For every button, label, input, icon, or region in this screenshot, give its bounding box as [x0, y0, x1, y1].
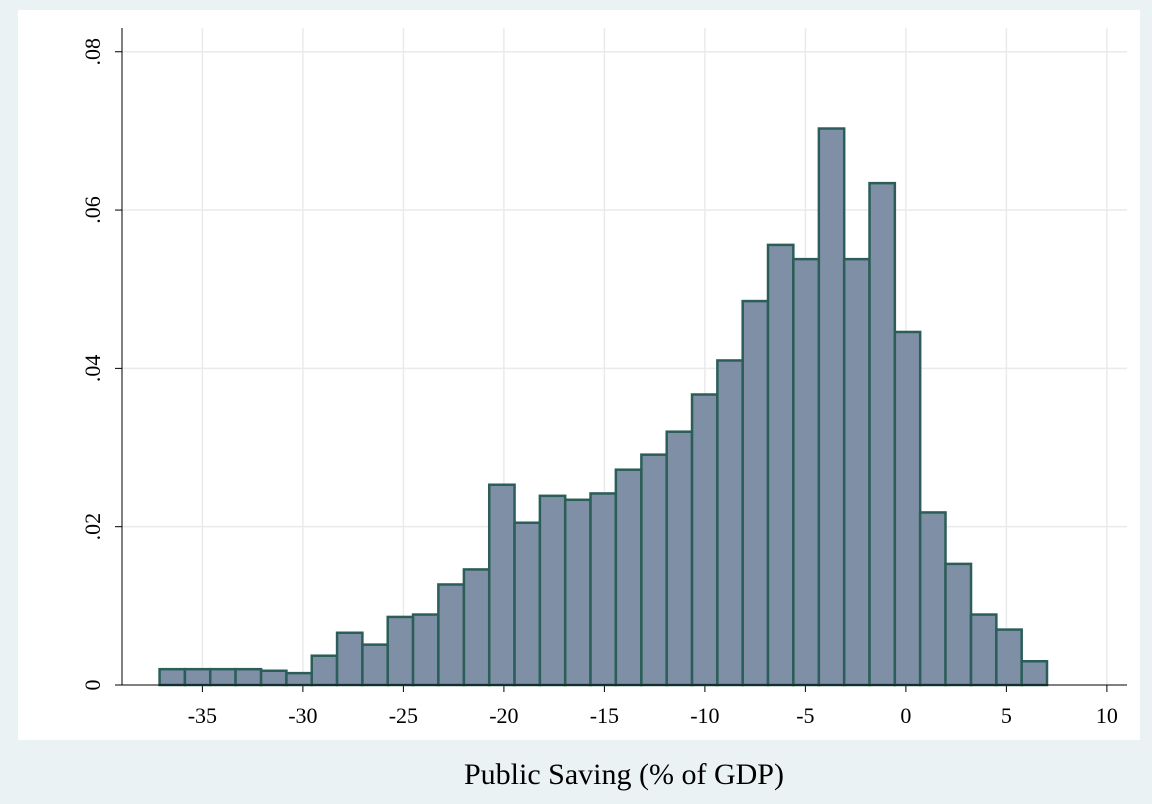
bar: [766, 243, 795, 687]
bar: [842, 257, 871, 687]
bar: [462, 568, 491, 687]
bar: [361, 643, 389, 687]
y-tick-label: .06: [80, 196, 105, 224]
x-axis-title: Public Saving (% of GDP): [464, 758, 784, 791]
x-tick-label: -15: [590, 703, 619, 728]
x-tick-label: -5: [796, 703, 814, 728]
bar: [335, 631, 364, 687]
x-tick-label: 10: [1096, 703, 1118, 728]
x-tick-label: 0: [900, 703, 911, 728]
bar: [665, 430, 694, 687]
y-tick-label: 0: [80, 680, 105, 691]
bar: [969, 613, 998, 687]
bar: [918, 511, 947, 687]
bar: [995, 628, 1023, 687]
bar: [563, 498, 592, 687]
x-tick-label: -35: [188, 703, 217, 728]
x-tick-label: -20: [489, 703, 518, 728]
bar: [208, 667, 237, 687]
bar: [386, 615, 415, 687]
bar: [817, 127, 846, 687]
bar: [741, 299, 770, 687]
bar: [411, 613, 440, 687]
y-tick-label: .02: [80, 513, 105, 541]
bar: [792, 257, 821, 687]
bar: [589, 492, 618, 687]
bar: [259, 669, 288, 687]
bar: [538, 494, 567, 687]
bar: [640, 453, 668, 687]
bar: [690, 393, 719, 687]
bar: [614, 468, 643, 687]
bar: [487, 483, 516, 687]
bar: [234, 667, 263, 687]
bar: [716, 359, 744, 687]
bar: [158, 667, 187, 687]
x-tick-label: 5: [1001, 703, 1012, 728]
bar: [944, 562, 973, 687]
bar: [868, 181, 897, 687]
x-tick-label: -30: [288, 703, 317, 728]
bar: [1020, 660, 1049, 687]
bar: [513, 521, 542, 687]
bar: [310, 654, 339, 687]
bar: [893, 330, 922, 687]
bar: [183, 667, 212, 687]
y-tick-label: .04: [80, 355, 105, 383]
bar: [437, 583, 466, 687]
y-tick-label: .08: [80, 38, 105, 66]
bar: [285, 671, 313, 687]
x-tick-label: -10: [690, 703, 719, 728]
x-tick-label: -25: [389, 703, 418, 728]
